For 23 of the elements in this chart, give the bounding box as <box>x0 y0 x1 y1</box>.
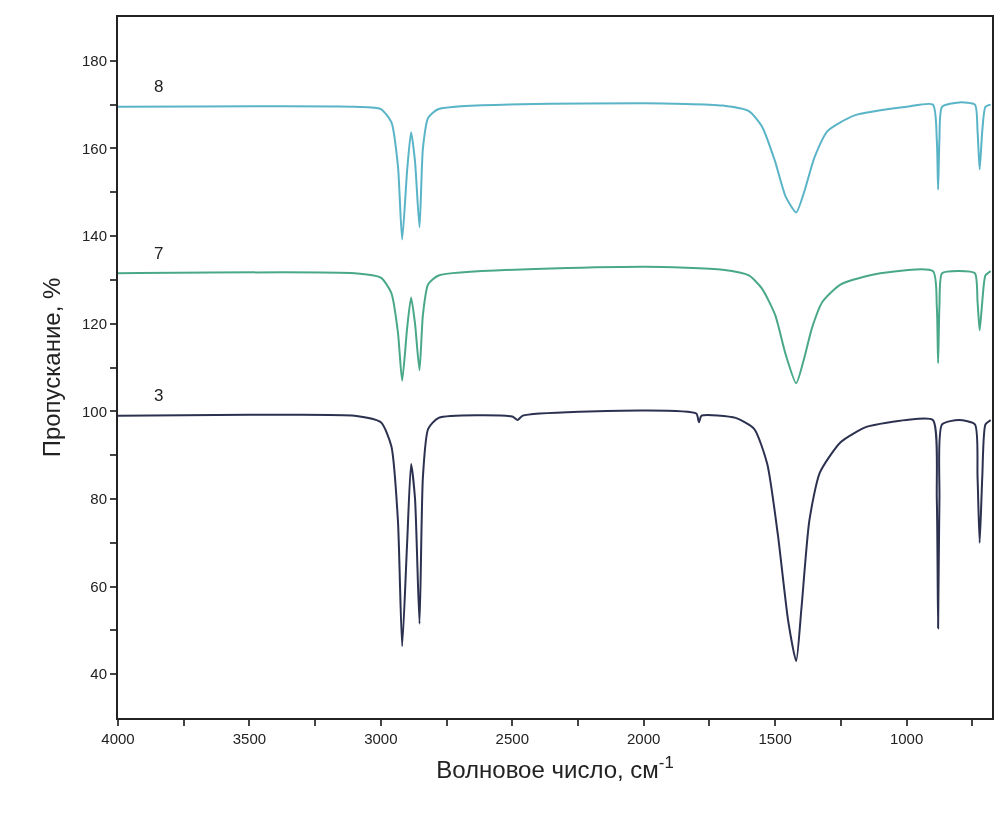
y-tick-label: 140 <box>81 227 107 245</box>
x-tick-label: 3500 <box>232 730 267 747</box>
line-series <box>118 409 992 663</box>
x-tick-label: 1500 <box>758 730 792 747</box>
y-tick-label: 80 <box>90 490 107 508</box>
x-axis-title: Волновое число, см$^{-1}$ <box>436 752 674 783</box>
y-tick-label: 100 <box>81 402 107 420</box>
y-tick-label: 180 <box>81 52 107 70</box>
x-tick-label: 3000 <box>364 730 398 747</box>
line-series <box>118 265 992 385</box>
y-axis-title: Пропускание, % <box>37 277 65 458</box>
x-tick-label: 4000 <box>101 730 135 747</box>
line-series <box>118 101 992 241</box>
series-label: 7 <box>154 244 164 263</box>
y-tick-label: 40 <box>90 665 107 683</box>
y-tick-label: 120 <box>81 314 107 332</box>
x-tick-label: 2500 <box>495 730 529 747</box>
series-label: 8 <box>154 77 164 96</box>
y-tick-label: 60 <box>90 577 107 595</box>
x-tick-label: 2000 <box>627 730 661 747</box>
x-tick-label: 1000 <box>889 730 924 747</box>
series-label: 3 <box>154 386 164 405</box>
y-tick-label: 160 <box>81 139 107 157</box>
